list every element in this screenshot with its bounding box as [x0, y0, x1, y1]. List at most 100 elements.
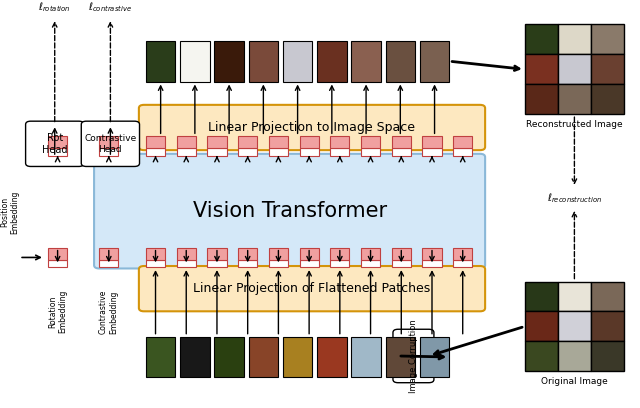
- Bar: [591, 84, 624, 114]
- Text: Original Image: Original Image: [541, 377, 608, 386]
- Bar: [269, 149, 288, 156]
- Bar: [591, 341, 624, 371]
- Bar: [300, 248, 319, 260]
- Bar: [558, 24, 591, 54]
- Bar: [392, 136, 411, 149]
- Bar: [238, 149, 257, 156]
- Bar: [238, 136, 257, 149]
- Bar: [453, 136, 472, 149]
- Bar: [300, 260, 319, 267]
- Bar: [351, 41, 381, 82]
- Bar: [317, 41, 347, 82]
- Bar: [453, 149, 472, 156]
- Bar: [330, 248, 349, 260]
- Bar: [177, 149, 196, 156]
- Bar: [177, 136, 196, 149]
- FancyBboxPatch shape: [139, 266, 485, 311]
- FancyBboxPatch shape: [139, 105, 485, 150]
- Bar: [214, 41, 244, 82]
- FancyBboxPatch shape: [393, 329, 434, 383]
- Bar: [330, 136, 349, 149]
- Bar: [558, 311, 591, 341]
- Bar: [558, 282, 591, 311]
- Bar: [48, 248, 67, 260]
- Text: Reconstructed Image: Reconstructed Image: [526, 120, 623, 129]
- Bar: [525, 311, 558, 341]
- Bar: [361, 149, 380, 156]
- Bar: [269, 260, 288, 267]
- Bar: [525, 282, 558, 311]
- Bar: [48, 136, 67, 149]
- Bar: [525, 341, 558, 371]
- Bar: [591, 311, 624, 341]
- Bar: [422, 260, 442, 267]
- Bar: [330, 149, 349, 156]
- Bar: [591, 24, 624, 54]
- Bar: [591, 54, 624, 84]
- Bar: [146, 248, 165, 260]
- Bar: [177, 248, 196, 260]
- Bar: [361, 260, 380, 267]
- Bar: [249, 337, 278, 377]
- Bar: [300, 136, 319, 149]
- Bar: [558, 54, 591, 84]
- FancyBboxPatch shape: [26, 121, 84, 166]
- Bar: [99, 149, 118, 156]
- Bar: [207, 149, 227, 156]
- Text: Contrastive
Head: Contrastive Head: [84, 134, 136, 153]
- Bar: [146, 149, 165, 156]
- Text: Rotation
Embedding: Rotation Embedding: [48, 290, 67, 333]
- Bar: [207, 260, 227, 267]
- Bar: [99, 248, 118, 260]
- Bar: [214, 337, 244, 377]
- Bar: [180, 337, 210, 377]
- FancyBboxPatch shape: [81, 121, 140, 166]
- Bar: [525, 54, 558, 84]
- Text: Contrastive
Embedding: Contrastive Embedding: [99, 290, 118, 334]
- Bar: [207, 136, 227, 149]
- Bar: [422, 149, 442, 156]
- Bar: [392, 260, 411, 267]
- Bar: [591, 282, 624, 311]
- Bar: [48, 260, 67, 267]
- Text: Image Corruption: Image Corruption: [409, 319, 418, 393]
- Bar: [422, 248, 442, 260]
- Bar: [146, 260, 165, 267]
- Bar: [525, 84, 558, 114]
- Bar: [99, 136, 118, 149]
- Bar: [453, 260, 472, 267]
- Bar: [283, 337, 312, 377]
- Bar: [99, 260, 118, 267]
- Bar: [249, 41, 278, 82]
- Bar: [361, 136, 380, 149]
- Bar: [48, 149, 67, 156]
- Text: Position
Embedding: Position Embedding: [0, 191, 19, 234]
- Bar: [361, 248, 380, 260]
- Bar: [385, 41, 415, 82]
- Text: $\ell_{contrastive}$: $\ell_{contrastive}$: [88, 0, 132, 14]
- Bar: [330, 260, 349, 267]
- Bar: [392, 149, 411, 156]
- FancyBboxPatch shape: [94, 154, 485, 268]
- Bar: [385, 337, 415, 377]
- Bar: [453, 248, 472, 260]
- Bar: [300, 149, 319, 156]
- Text: Rot
Head: Rot Head: [42, 133, 67, 155]
- Bar: [146, 41, 175, 82]
- Bar: [420, 41, 449, 82]
- Bar: [558, 84, 591, 114]
- Bar: [422, 136, 442, 149]
- Bar: [269, 136, 288, 149]
- Bar: [180, 41, 210, 82]
- Text: $\ell_{rotation}$: $\ell_{rotation}$: [38, 0, 71, 14]
- Bar: [392, 248, 411, 260]
- Bar: [420, 337, 449, 377]
- Bar: [238, 248, 257, 260]
- Bar: [238, 260, 257, 267]
- Text: $\ell_{reconstruction}$: $\ell_{reconstruction}$: [547, 191, 602, 205]
- Bar: [283, 41, 312, 82]
- Bar: [558, 341, 591, 371]
- Bar: [525, 24, 558, 54]
- Text: Linear Projection of Flattened Patches: Linear Projection of Flattened Patches: [193, 282, 431, 295]
- Bar: [146, 337, 175, 377]
